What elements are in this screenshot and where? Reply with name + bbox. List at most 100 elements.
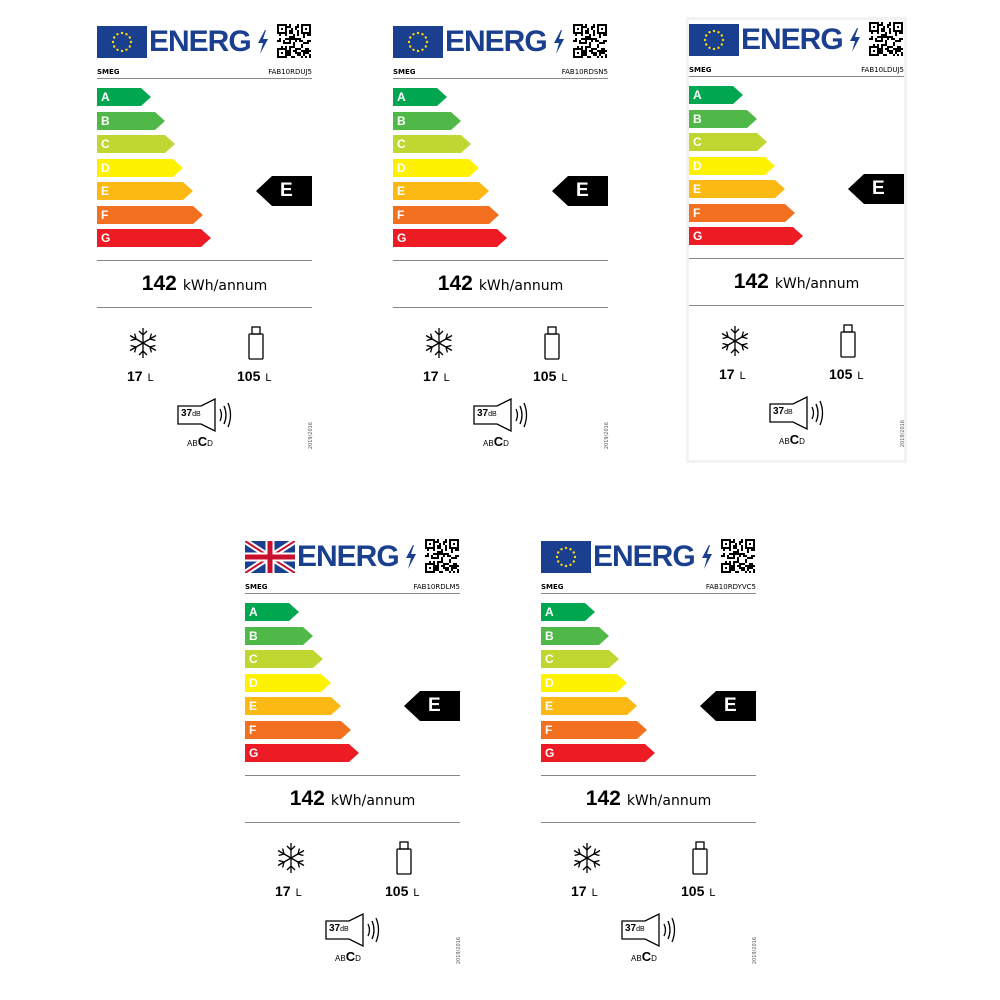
energy-class-letter: F [693, 205, 701, 220]
energy-class-bar: G [541, 744, 655, 762]
freezer-snowflake-icon [721, 326, 749, 356]
model-identifier: FAB10RDSN5 [561, 68, 608, 76]
kwh-value: 142 [289, 787, 325, 810]
energy-class-letter: F [101, 207, 109, 222]
freezer-snowflake-icon [129, 328, 157, 358]
divider [541, 775, 756, 776]
energy-class-letter: E [545, 699, 554, 713]
energy-class-letter: C [249, 652, 258, 666]
energy-class-bar: F [245, 720, 351, 739]
energy-class-bar: E [689, 180, 785, 198]
eu-flag-icon [393, 26, 443, 58]
energy-class-bar: C [97, 135, 175, 153]
noise-speaker-icon [621, 913, 676, 947]
freezer-volume: 17 L [423, 368, 450, 384]
energy-label: ENERG SMEG FAB10RDUJ5 A B C D E F G E [97, 22, 314, 462]
fridge-compartment-icon [544, 326, 560, 360]
noise-level: 37dB [181, 408, 201, 419]
regulation-number: 2019/2016 [308, 422, 314, 450]
divider [541, 822, 756, 823]
energy-class-rating: E [256, 176, 312, 206]
uk-flag-icon [245, 541, 295, 573]
energy-class-bar: E [393, 182, 489, 200]
energy-class-bar: B [393, 111, 461, 130]
energy-class-bar: G [689, 227, 803, 245]
noise-class-letter: D [651, 954, 657, 963]
supplier-name: SMEG [245, 583, 268, 591]
noise-class-scale: ABCD [779, 432, 805, 447]
energy-class-bar: F [541, 720, 647, 739]
annual-energy-consumption: 142 kWh/annum [97, 272, 312, 298]
kwh-value: 142 [733, 270, 769, 293]
label-header: ENERG [393, 22, 608, 62]
kwh-unit: kWh/annum [478, 278, 564, 294]
energy-label: ENERG SMEG FAB10RDSN5 A B C D E F G E [393, 22, 610, 462]
energy-class-letter: G [545, 746, 555, 760]
energy-class-letter: E [693, 182, 702, 196]
energy-class-bar: D [393, 158, 479, 177]
energy-class-letter: A [397, 90, 406, 104]
energy-class-bar: G [97, 229, 211, 247]
noise-class-letter: A [187, 439, 193, 448]
noise-class-letter: A [779, 437, 785, 446]
noise-speaker-icon [177, 398, 232, 432]
energy-class-bar: B [689, 109, 757, 128]
supplier-name: SMEG [97, 68, 120, 76]
energy-class-bar: A [541, 603, 595, 621]
divider [245, 593, 460, 594]
energy-class-bar: B [245, 626, 313, 645]
noise-class-letter: A [483, 439, 489, 448]
energy-class-rating: E [552, 176, 608, 206]
lightning-bolt-icon [554, 30, 564, 54]
eu-flag-icon [689, 24, 739, 56]
noise-level: 37dB [625, 923, 645, 934]
noise-class-letter: B [192, 439, 198, 448]
divider [689, 76, 904, 77]
annual-energy-consumption: 142 kWh/annum [245, 787, 460, 813]
kwh-unit: kWh/annum [626, 793, 712, 809]
kwh-unit: kWh/annum [182, 278, 268, 294]
energy-class-rating-letter: E [576, 180, 589, 201]
energy-class-letter: C [545, 652, 554, 666]
divider [245, 775, 460, 776]
energy-class-bar: D [97, 158, 183, 177]
noise-class-selected: C [641, 949, 652, 964]
energy-class-letter: F [545, 722, 553, 737]
energy-label: ENERG SMEG FAB10RDYVC5 A B C D E F G E [541, 537, 758, 977]
energy-class-bar: C [689, 133, 767, 151]
label-header: ENERG [689, 20, 904, 60]
lightning-bolt-icon [850, 28, 860, 52]
energy-class-letter: F [397, 207, 405, 222]
noise-class-scale: ABCD [335, 949, 361, 964]
energy-class-bar: G [245, 744, 359, 762]
noise-class-scale: ABCD [187, 434, 213, 449]
noise-class-letter: B [488, 439, 494, 448]
noise-speaker-icon [473, 398, 528, 432]
noise-class-letter: D [503, 439, 509, 448]
noise-class-selected: C [493, 434, 504, 449]
energy-class-bar: B [97, 111, 165, 130]
noise-class-letter: B [636, 954, 642, 963]
energy-class-bar: A [393, 88, 447, 106]
energy-class-rating-letter: E [280, 180, 293, 201]
noise-level: 37dB [477, 408, 497, 419]
noise-class-selected: C [345, 949, 356, 964]
noise-class-letter: D [207, 439, 213, 448]
model-identifier: FAB10LDUJ5 [861, 66, 904, 74]
divider [245, 822, 460, 823]
energy-title: ENERG [445, 25, 548, 58]
eu-flag-icon [541, 541, 591, 573]
energy-class-rating-letter: E [428, 695, 441, 716]
energy-class-rating: E [404, 691, 460, 721]
freezer-volume: 17 L [719, 366, 746, 382]
energy-class-letter: D [101, 160, 110, 175]
energy-class-letter: G [101, 231, 111, 245]
energy-class-bar: F [393, 205, 499, 224]
energy-class-letter: B [101, 113, 110, 128]
energy-class-letter: E [397, 184, 406, 198]
kwh-value: 142 [585, 787, 621, 810]
noise-class-scale: ABCD [631, 949, 657, 964]
fridge-volume: 105 L [829, 366, 864, 382]
annual-energy-consumption: 142 kWh/annum [541, 787, 756, 813]
lightning-bolt-icon [406, 545, 416, 569]
